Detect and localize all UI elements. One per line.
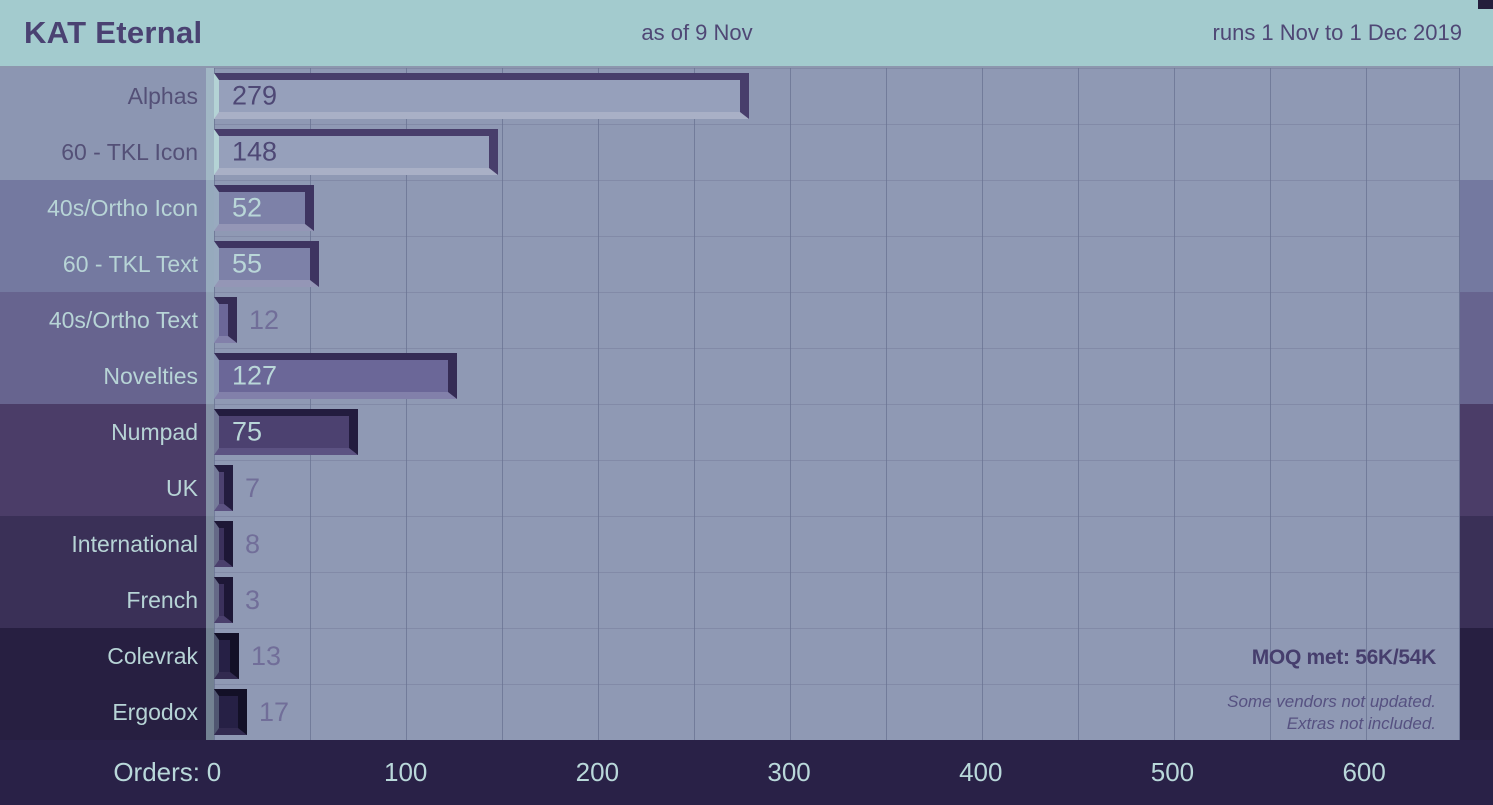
category-label: International	[71, 531, 198, 557]
plot-area	[214, 68, 1460, 740]
bar-value: 127	[232, 360, 278, 391]
page-title: KAT Eternal	[24, 15, 203, 50]
x-axis-area	[0, 740, 1493, 805]
chart-row-ergodox: Ergodox 17	[0, 684, 1493, 740]
category-label: 40s/Ortho Icon	[47, 195, 198, 221]
chart-row-40s-ortho-icon: 40s/Ortho Icon 52	[0, 180, 1493, 236]
bar	[214, 297, 237, 343]
bar	[214, 689, 247, 735]
bar: 127	[214, 353, 457, 399]
x-tick-100: 100	[383, 757, 428, 787]
bar: 75	[214, 409, 358, 455]
x-tick-200: 200	[575, 757, 620, 787]
category-label: UK	[166, 475, 198, 501]
vendor-note: Some vendors not updated.	[1227, 692, 1436, 711]
bar: 55	[214, 241, 319, 287]
bar-rows: Alphas 279 60 - TKL Icon 148 40s/Ortho Icon 5…	[0, 68, 1493, 740]
bar-value: 17	[259, 697, 290, 727]
run-period: runs 1 Nov to 1 Dec 2019	[1212, 20, 1462, 45]
category-label: Ergodox	[112, 699, 198, 725]
category-label: Alphas	[127, 83, 198, 109]
x-axis-label: Orders:	[113, 757, 200, 787]
chart-row-novelties: Novelties 127	[0, 348, 1493, 404]
bar-value: 52	[232, 192, 263, 223]
header-bar: KAT Eternal as of 9 Nov runs 1 Nov to 1 …	[0, 0, 1493, 68]
bar-value: 7	[245, 473, 261, 503]
chart-row-40s-ortho-text: 40s/Ortho Text 12	[0, 292, 1493, 348]
bar: 148	[214, 129, 498, 175]
zero-axis-strip	[206, 68, 214, 740]
bar-value: 279	[232, 80, 278, 111]
bar-value: 55	[232, 248, 263, 279]
bar-value: 12	[249, 305, 280, 335]
chart-row-60-tkl-icon: 60 - TKL Icon 148	[0, 124, 1493, 180]
category-label: Numpad	[111, 419, 198, 445]
bar	[214, 577, 233, 623]
category-label: Novelties	[103, 363, 198, 389]
as-of-date: as of 9 Nov	[641, 20, 753, 45]
bar	[214, 521, 233, 567]
chart-row-60-tkl-text: 60 - TKL Text 55	[0, 236, 1493, 292]
chart-row-international: International 8	[0, 516, 1493, 572]
bar-value: 13	[251, 641, 282, 671]
x-tick-300: 300	[767, 757, 811, 787]
bar-value: 75	[232, 416, 263, 447]
category-label: 40s/Ortho Text	[48, 307, 198, 333]
bar-value: 148	[232, 136, 278, 167]
bar	[214, 633, 239, 679]
chart-row-french: French 3	[0, 572, 1493, 628]
bar-value: 8	[245, 529, 261, 559]
chart-row-colevrak: Colevrak 13	[0, 628, 1493, 684]
x-tick-400: 400	[959, 757, 1003, 787]
category-label: French	[126, 587, 198, 613]
category-label: 60 - TKL Icon	[61, 139, 198, 165]
bar-value: 3	[245, 585, 261, 615]
bar	[214, 465, 233, 511]
corner-notch	[1478, 0, 1493, 9]
bar: 52	[214, 185, 314, 231]
extras-note: Extras not included.	[1286, 714, 1436, 733]
category-label: Colevrak	[107, 643, 198, 669]
category-label: 60 - TKL Text	[62, 251, 198, 277]
x-tick-0: 0	[206, 757, 222, 787]
bar: 279	[214, 73, 749, 119]
x-tick-600: 600	[1342, 757, 1386, 787]
x-tick-500: 500	[1150, 757, 1195, 787]
chart-row-uk: UK 7	[0, 460, 1493, 516]
moq-status: MOQ met: 56K/54K	[1251, 646, 1437, 669]
chart-row-numpad: Numpad 75	[0, 404, 1493, 460]
chart-row-alphas: Alphas 279	[0, 68, 1493, 124]
